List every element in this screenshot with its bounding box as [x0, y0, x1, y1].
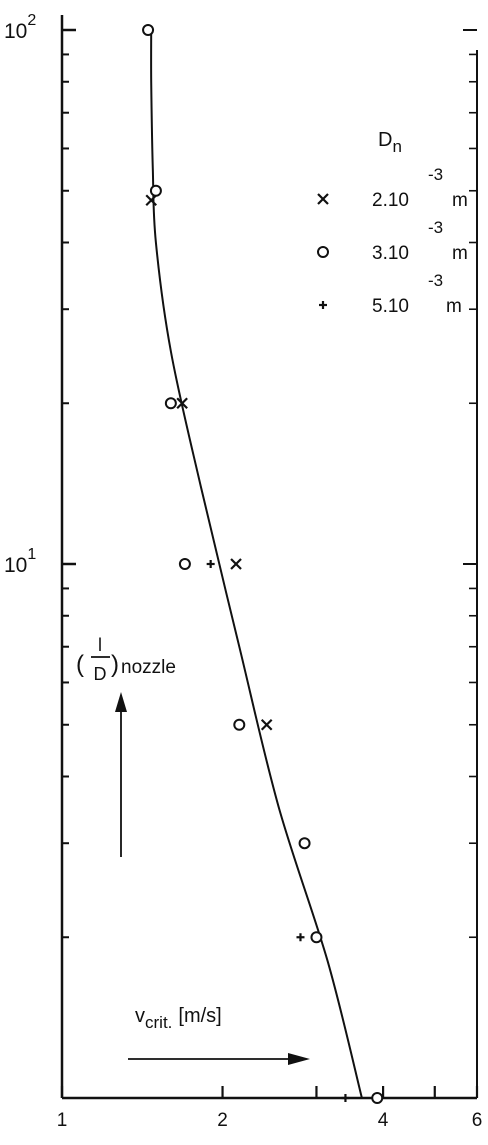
x-tick-label: 2 [217, 1110, 228, 1131]
data-point-plus [296, 933, 305, 942]
legend-entry-1: 3.10 -3 m [317, 218, 468, 264]
legend-entry-0: 2.10 -3 m [317, 165, 468, 211]
marker-stroke [260, 718, 273, 731]
x-tick-label: 1 [57, 1110, 68, 1131]
y-label-close-paren: ) [111, 651, 119, 678]
data-point-x [145, 194, 158, 206]
legend-marker-o [317, 246, 329, 258]
data-point-o [178, 558, 191, 570]
y-tick-label: 101 [4, 546, 36, 577]
legend-exp-2: -3 [428, 271, 443, 290]
data-points [142, 24, 384, 1104]
y-label-arrow-head [115, 692, 127, 712]
data-point-o [142, 24, 155, 36]
data-point-x [260, 718, 273, 731]
y-label-numerator: l [98, 635, 102, 655]
legend-text-2: 5.10 -3m [372, 271, 462, 317]
data-point-o [233, 718, 246, 731]
legend-value-1: 3.10 [372, 243, 409, 264]
legend-value-0: 2.10 [372, 190, 409, 211]
legend-unit-1: m [452, 243, 468, 264]
y-label-subscript: nozzle [121, 657, 176, 678]
legend-title: Dn [378, 129, 402, 156]
legend-marker-symbol [319, 301, 327, 309]
plot-area [463, 29, 477, 939]
marker-stroke [230, 558, 242, 570]
marker-stroke [145, 194, 158, 206]
legend-marker-symbol [317, 193, 329, 205]
x-label-arrow-head [288, 1053, 310, 1065]
y-tick-label: 102 [4, 12, 36, 43]
data-point-plus [206, 560, 215, 568]
y-label-denominator: D [94, 664, 107, 684]
data-point-x [230, 558, 242, 570]
legend-marker-x [317, 193, 329, 205]
y-tick-exponent: 1 [27, 546, 36, 563]
data-point-o [298, 837, 311, 850]
data-point-x [176, 397, 188, 410]
data-point-o [310, 931, 323, 944]
x-tick-label: 4 [378, 1110, 389, 1131]
legend-title-main: D [378, 129, 392, 151]
y-tick-base: 10 [4, 554, 27, 577]
x-axis-label: vcrit. [m/s] [128, 1005, 310, 1065]
y-label-open-paren: ( [76, 651, 84, 678]
marker-stroke [317, 193, 329, 205]
x-label-text: vcrit. [m/s] [135, 1005, 222, 1032]
x-label-main: v [135, 1005, 145, 1027]
y-axis-label: ( l D ) nozzle [76, 635, 176, 857]
fit-curve [150, 29, 363, 1099]
data-point-o [149, 184, 162, 197]
y-tick-exponent: 2 [27, 12, 36, 29]
legend-text-0: 2.10 -3 m [372, 165, 468, 211]
x-axis: 1 2 4 6 [57, 1086, 483, 1131]
legend-marker-plus [319, 301, 327, 309]
x-label-sub: crit. [145, 1013, 172, 1032]
legend-exp-0: -3 [428, 165, 443, 184]
y-tick-base: 10 [4, 20, 27, 43]
legend-exp-1: -3 [428, 218, 443, 237]
legend-title-sub: n [392, 137, 401, 156]
legend-unit-0: m [452, 190, 468, 211]
legend-marker-symbol [317, 246, 329, 258]
marker-stroke [176, 397, 188, 410]
legend-entry-2: 5.10 -3m [319, 271, 462, 317]
x-label-unit: [m/s] [178, 1005, 221, 1027]
legend-value-2: 5.10 [372, 296, 409, 317]
legend: Dn 2.10-3m 3.10-3m 5.10-3m [317, 129, 468, 317]
x-tick-label: 6 [472, 1110, 483, 1131]
data-point-plus [341, 1094, 350, 1102]
legend-text-1: 3.10 -3 m [372, 218, 468, 264]
legend-unit-2: m [446, 296, 462, 317]
data-point-o [371, 1092, 384, 1104]
data-point-o [164, 397, 177, 410]
